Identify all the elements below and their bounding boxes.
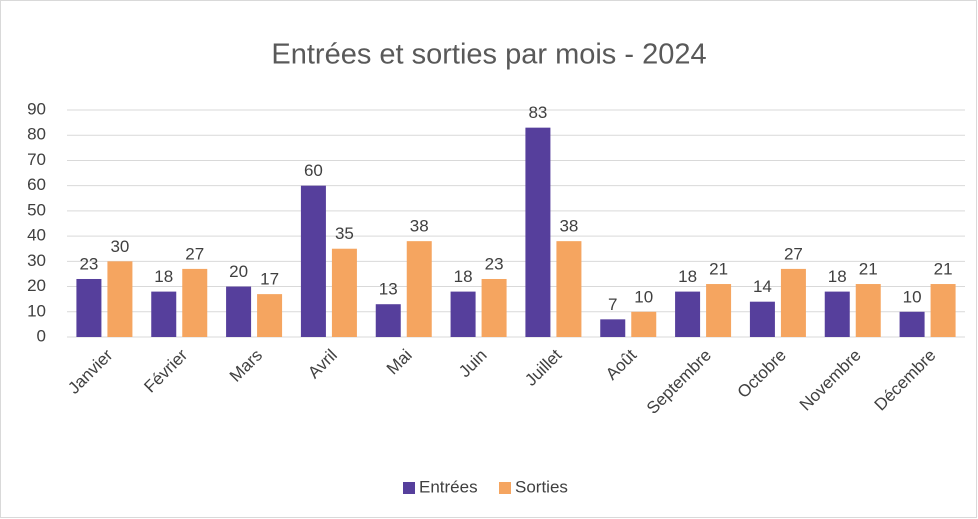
y-tick-label: 80 bbox=[27, 125, 46, 144]
bar bbox=[706, 284, 732, 337]
data-label: 21 bbox=[709, 260, 728, 279]
bar bbox=[824, 291, 850, 337]
bar bbox=[780, 268, 806, 337]
bar bbox=[406, 241, 432, 337]
chart-title: Entrées et sorties par mois - 2024 bbox=[271, 39, 706, 71]
y-tick-label: 70 bbox=[27, 150, 46, 169]
bar bbox=[481, 278, 507, 337]
y-tick-label: 0 bbox=[37, 326, 46, 345]
data-label: 18 bbox=[828, 267, 847, 286]
bar bbox=[300, 185, 326, 337]
y-tick-label: 90 bbox=[27, 99, 46, 118]
data-label: 27 bbox=[784, 244, 803, 263]
bar bbox=[675, 291, 701, 337]
legend-swatch bbox=[403, 482, 415, 494]
data-label: 23 bbox=[485, 254, 504, 273]
data-label: 10 bbox=[634, 287, 653, 306]
y-tick-label: 20 bbox=[27, 276, 46, 295]
y-tick-label: 10 bbox=[27, 301, 46, 320]
y-tick-label: 40 bbox=[27, 226, 46, 245]
data-label: 23 bbox=[79, 254, 98, 273]
bar bbox=[930, 284, 956, 337]
bar bbox=[631, 311, 657, 337]
data-label: 20 bbox=[229, 262, 248, 281]
bar bbox=[899, 311, 925, 337]
data-label: 13 bbox=[379, 280, 398, 299]
bar bbox=[226, 286, 252, 337]
bar bbox=[749, 301, 775, 337]
data-label: 18 bbox=[678, 267, 697, 286]
bar bbox=[331, 248, 357, 337]
data-label: 27 bbox=[185, 244, 204, 263]
bar bbox=[600, 319, 626, 337]
data-label: 38 bbox=[559, 217, 578, 236]
data-label: 83 bbox=[528, 103, 547, 122]
bar bbox=[450, 291, 476, 337]
data-label: 10 bbox=[903, 287, 922, 306]
bar bbox=[525, 127, 551, 338]
legend-label: Entrées bbox=[419, 477, 478, 496]
legend-label: Sorties bbox=[515, 477, 568, 496]
data-label: 14 bbox=[753, 277, 772, 296]
y-tick-label: 50 bbox=[27, 200, 46, 219]
data-label: 21 bbox=[859, 260, 878, 279]
data-label: 60 bbox=[304, 161, 323, 180]
data-label: 17 bbox=[260, 270, 279, 289]
bar bbox=[375, 304, 401, 337]
data-label: 7 bbox=[608, 295, 617, 314]
bar bbox=[151, 291, 177, 337]
data-label: 18 bbox=[454, 267, 473, 286]
y-tick-label: 60 bbox=[27, 175, 46, 194]
data-label: 21 bbox=[934, 260, 953, 279]
bar bbox=[855, 284, 881, 337]
bar bbox=[556, 241, 582, 337]
data-label: 30 bbox=[110, 237, 129, 256]
bar bbox=[76, 278, 102, 337]
bar bbox=[107, 261, 133, 337]
data-label: 38 bbox=[410, 217, 429, 236]
bar bbox=[182, 268, 208, 337]
data-label: 18 bbox=[154, 267, 173, 286]
y-tick-label: 30 bbox=[27, 251, 46, 270]
bar bbox=[257, 294, 283, 337]
data-label: 35 bbox=[335, 224, 354, 243]
legend-swatch bbox=[499, 482, 511, 494]
